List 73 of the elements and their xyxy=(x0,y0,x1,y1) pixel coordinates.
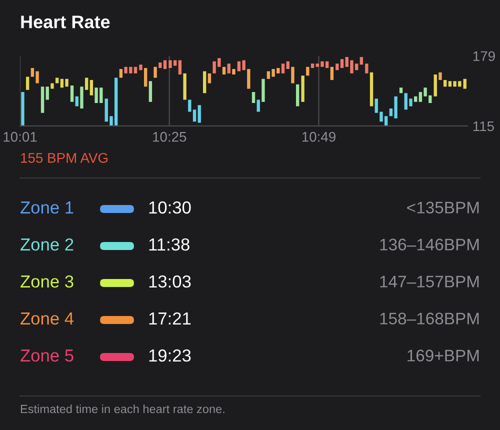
text: 19:23 xyxy=(149,349,191,362)
text: 17:21 xyxy=(149,312,191,324)
text: 155 BPM AVG xyxy=(21,152,108,163)
bar xyxy=(252,92,256,103)
text: <135BPM xyxy=(407,202,479,214)
bar xyxy=(310,64,314,68)
bar xyxy=(40,86,44,113)
bar xyxy=(262,78,265,102)
bar xyxy=(370,72,374,106)
bar xyxy=(163,60,167,70)
text: 10:30 xyxy=(149,201,191,214)
bar xyxy=(134,66,138,74)
text: 147–157BPM xyxy=(380,276,479,288)
text: Estimated time in each heart rate zone. xyxy=(20,404,224,414)
bar xyxy=(158,62,162,68)
bar xyxy=(330,66,334,80)
bar xyxy=(26,76,30,90)
bar xyxy=(70,85,74,102)
x-tick-label: 10:01 xyxy=(4,132,37,142)
bar xyxy=(144,68,148,87)
bar xyxy=(192,110,196,122)
bar xyxy=(154,66,157,78)
bar xyxy=(183,73,186,100)
bar xyxy=(414,96,418,102)
text: 11:38 xyxy=(149,238,190,251)
bar xyxy=(222,66,226,75)
bar xyxy=(85,78,88,90)
bar xyxy=(90,80,94,96)
x-tick-label: 10:25 xyxy=(153,132,186,142)
bar xyxy=(281,64,285,74)
bar xyxy=(119,69,123,78)
text: 169+BPM xyxy=(408,350,479,362)
bar xyxy=(188,100,192,112)
x-tick-label: 10:49 xyxy=(302,132,336,142)
category-label: Zone 3 xyxy=(20,275,74,288)
y-tick-label: 179 xyxy=(473,51,495,62)
bar xyxy=(306,66,310,76)
text: 158–168BPM xyxy=(380,312,479,324)
bar xyxy=(203,71,206,94)
bar xyxy=(46,86,49,100)
bar xyxy=(148,81,152,102)
bar xyxy=(139,64,142,70)
chart-title: Heart Rate xyxy=(21,16,110,28)
bar xyxy=(360,56,364,65)
category-label: Zone 1 xyxy=(20,202,74,214)
bar xyxy=(256,100,260,112)
bar xyxy=(178,60,182,75)
bar xyxy=(301,76,304,102)
text: 13:03 xyxy=(149,275,191,288)
category-label: Zone 4 xyxy=(20,312,74,325)
bar xyxy=(291,66,294,84)
bar xyxy=(75,96,78,106)
bar xyxy=(434,74,437,96)
bar xyxy=(365,64,368,74)
bar xyxy=(438,72,442,80)
category-label: Zone 5 xyxy=(20,350,74,362)
bar xyxy=(50,83,54,89)
category-label: Zone 2 xyxy=(20,238,74,251)
bar xyxy=(399,88,403,94)
bar xyxy=(232,69,236,75)
bar xyxy=(80,86,84,108)
bar xyxy=(208,73,212,84)
bar xyxy=(55,78,59,84)
bar xyxy=(463,78,466,89)
bar xyxy=(198,105,201,123)
bar xyxy=(296,84,300,106)
bar xyxy=(247,69,250,89)
bar xyxy=(21,92,24,126)
bar xyxy=(286,61,290,70)
bar xyxy=(227,64,230,74)
bar xyxy=(444,80,447,87)
text: 136–146BPM xyxy=(380,238,479,250)
y-tick-label: 115 xyxy=(473,121,494,132)
